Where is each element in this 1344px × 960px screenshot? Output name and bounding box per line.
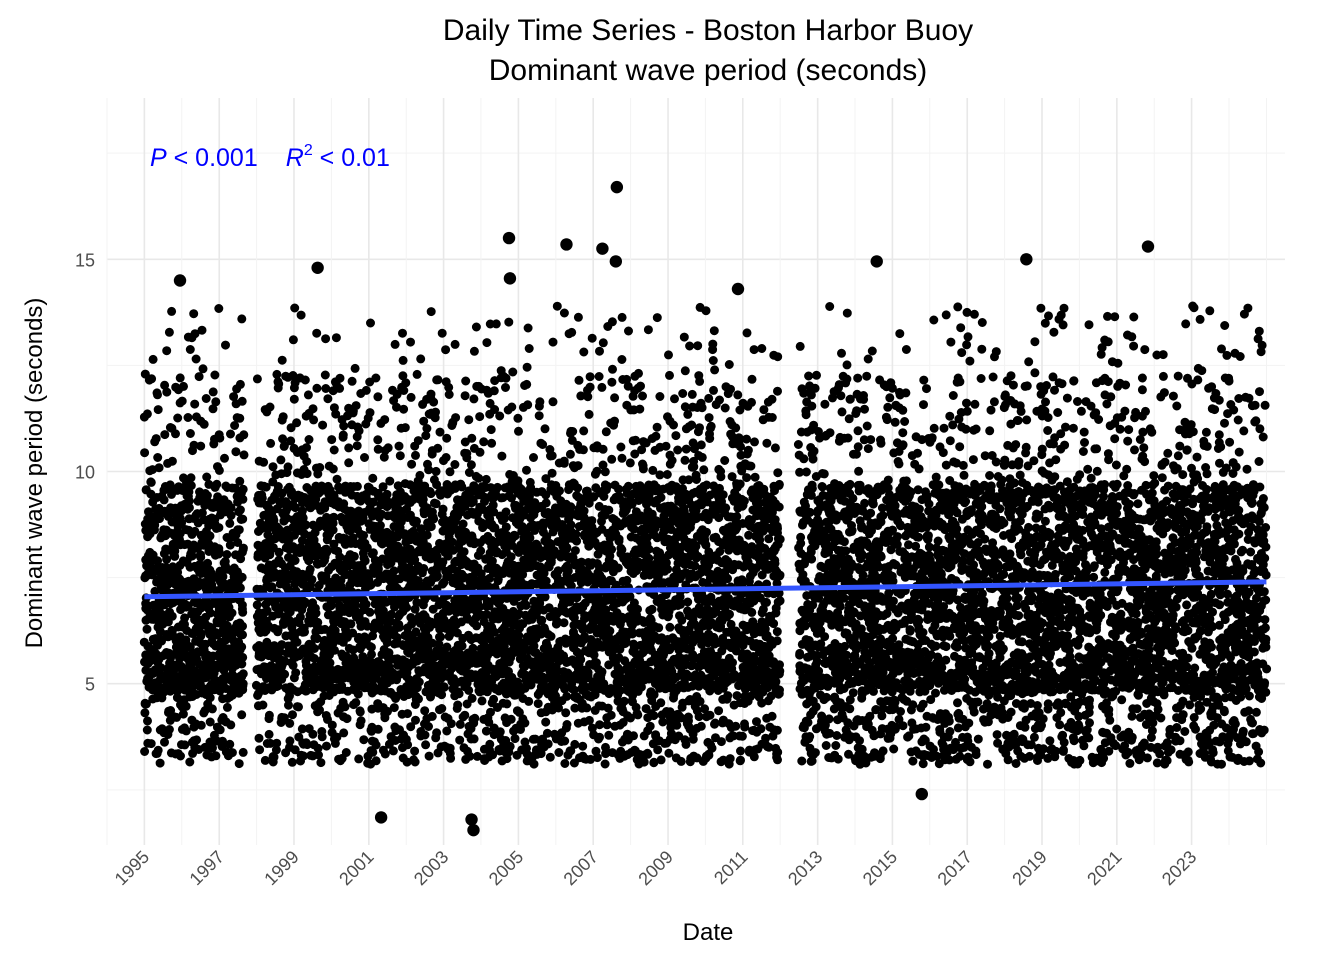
x-tick-label: 2017 [934, 847, 976, 889]
p-symbol: P [150, 144, 167, 172]
r-symbol: R [286, 144, 304, 172]
extreme-point [610, 180, 624, 194]
y-tick-label: 5 [85, 675, 95, 695]
extreme-point [596, 242, 609, 255]
x-tick-label: 2003 [410, 847, 452, 889]
extreme-point [374, 811, 388, 824]
daily-points [139, 301, 1272, 769]
x-tick-label: 2023 [1158, 847, 1200, 889]
extreme-points [173, 180, 1155, 837]
x-tick-label: 2013 [784, 847, 826, 889]
p-value: < 0.001 [167, 144, 258, 172]
x-tick-label: 1995 [111, 847, 153, 889]
extreme-point [465, 813, 478, 826]
x-tick-label: 2011 [710, 847, 752, 889]
trend-line [144, 579, 1267, 600]
y-tick-label: 15 [75, 250, 95, 270]
r-superscript: 2 [304, 142, 313, 159]
x-tick-label: 2009 [634, 847, 676, 889]
extreme-point [870, 255, 883, 268]
r-value: < 0.01 [313, 144, 390, 172]
data-points [139, 301, 1272, 769]
extreme-point [1020, 253, 1033, 266]
x-tick-label: 1999 [260, 847, 302, 889]
x-tick-label: 2015 [859, 847, 901, 889]
extreme-point [731, 282, 745, 296]
extreme-point [311, 261, 324, 274]
extreme-point [1141, 240, 1155, 253]
extreme-point [173, 274, 187, 287]
x-tick-label: 2001 [335, 847, 377, 889]
extreme-point [467, 823, 480, 837]
extreme-point [503, 272, 517, 285]
x-tick-label: 1997 [186, 847, 228, 889]
y-axis-ticks: 5 10 15 [75, 250, 95, 694]
chart-subtitle: Dominant wave period (seconds) [489, 54, 928, 87]
x-tick-label: 2021 [1083, 847, 1125, 889]
extreme-point [502, 231, 516, 245]
x-tick-label: 2019 [1008, 847, 1050, 889]
extreme-point [560, 238, 573, 251]
extreme-point [609, 255, 623, 268]
x-tick-label: 2005 [485, 847, 527, 889]
y-tick-label: 10 [75, 463, 95, 483]
extreme-point [915, 787, 928, 801]
stats-annotation: P < 0.001 R2 < 0.01 [150, 142, 390, 172]
y-axis-title: Dominant wave period (seconds) [21, 298, 48, 649]
x-tick-label: 2007 [560, 847, 602, 889]
x-axis-ticks: 1995 1997 1999 2001 2003 2005 2007 2009 2011 2013… [111, 847, 1201, 889]
x-axis-title: Date [683, 919, 734, 946]
chart-title: Daily Time Series - Boston Harbor Buoy [443, 14, 973, 47]
